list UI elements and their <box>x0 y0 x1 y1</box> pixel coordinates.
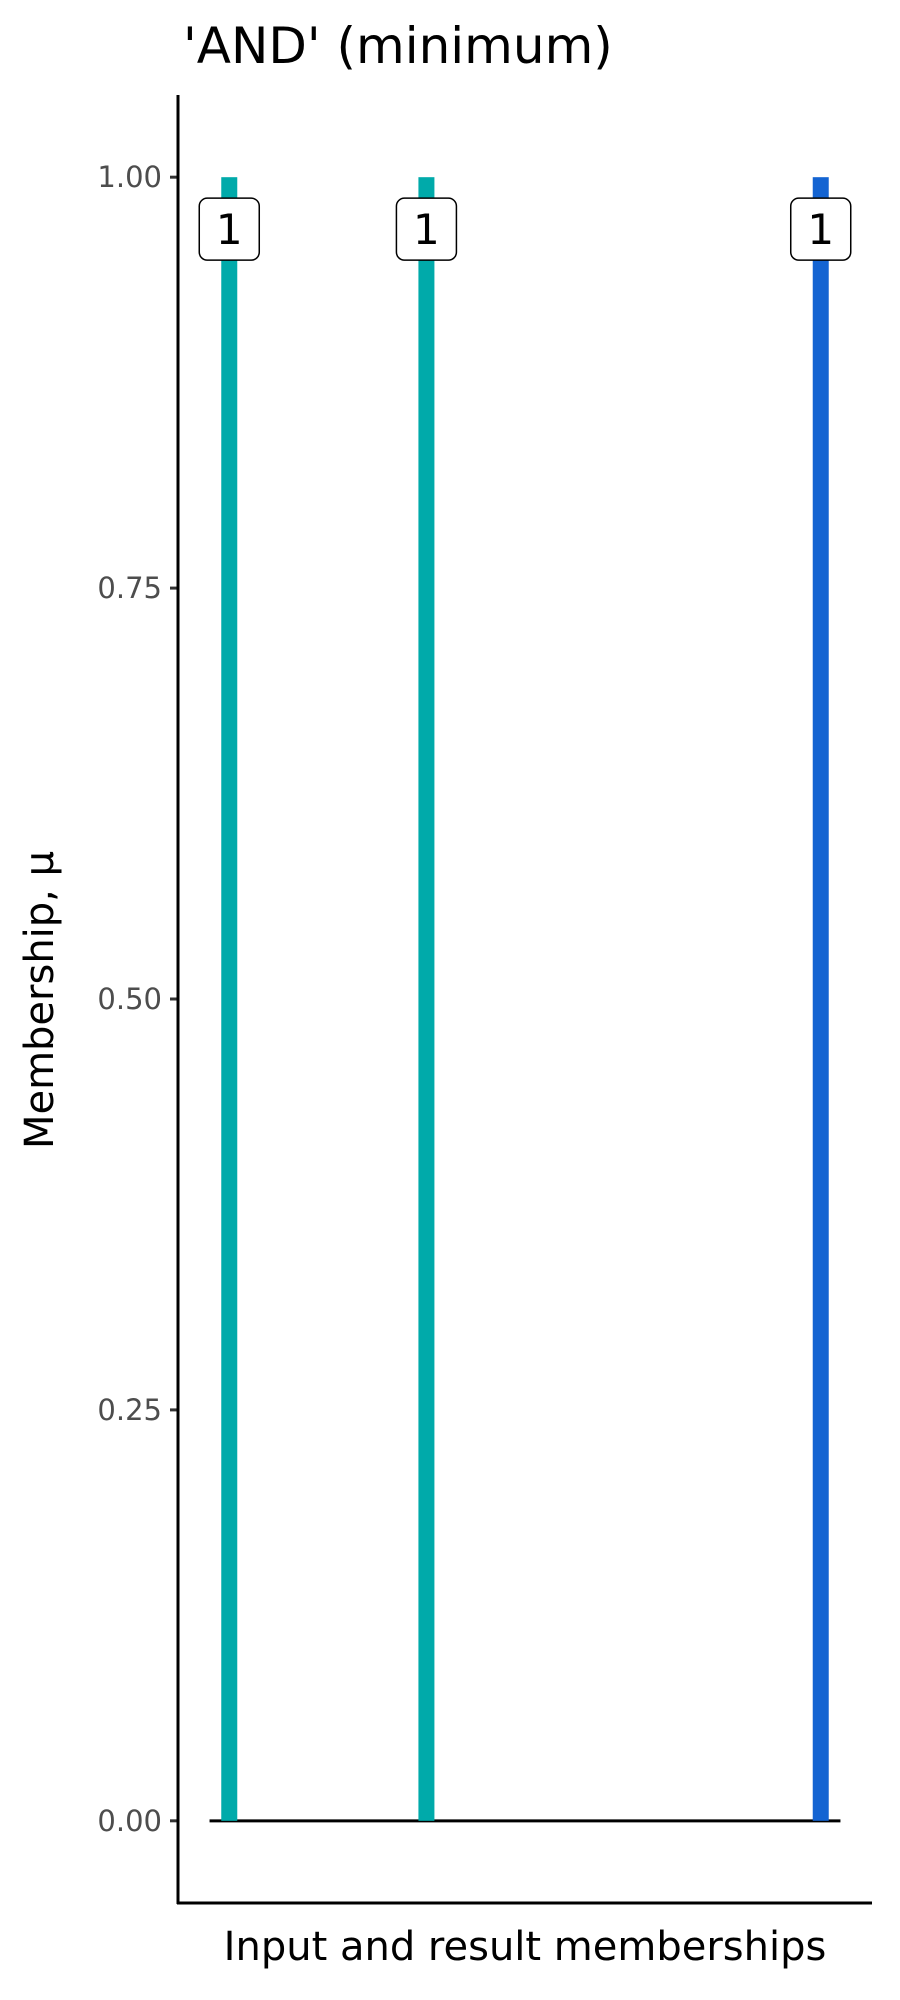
y-tick-label: 0.50 <box>97 982 162 1016</box>
y-tick-label: 0.75 <box>97 571 162 605</box>
data-label-text: 1 <box>413 205 440 254</box>
data-label: 1 <box>198 197 261 261</box>
data-label-box <box>789 197 852 261</box>
bar <box>812 177 829 1821</box>
data-label-text: 1 <box>807 205 834 254</box>
y-tick-label: 1.00 <box>97 160 162 194</box>
x-axis-label: Input and result memberships <box>224 1924 827 1970</box>
data-label: 1 <box>789 197 852 261</box>
bar <box>418 177 435 1821</box>
data-label-box <box>395 197 458 261</box>
bar <box>221 177 238 1821</box>
data-label-text: 1 <box>216 205 243 254</box>
data-label: 1 <box>395 197 458 261</box>
y-tick-label: 0.00 <box>97 1804 162 1838</box>
data-labels: 1 1 1 <box>198 197 852 261</box>
y-ticks: 0.00 0.25 0.50 0.75 1.00 <box>97 160 178 1838</box>
bars <box>209 177 841 1823</box>
y-axis-label: Membership, μ <box>17 851 63 1149</box>
y-tick-label: 0.25 <box>97 1393 162 1427</box>
chart-title: 'AND' (minimum) <box>183 17 613 75</box>
data-label-box <box>198 197 261 261</box>
